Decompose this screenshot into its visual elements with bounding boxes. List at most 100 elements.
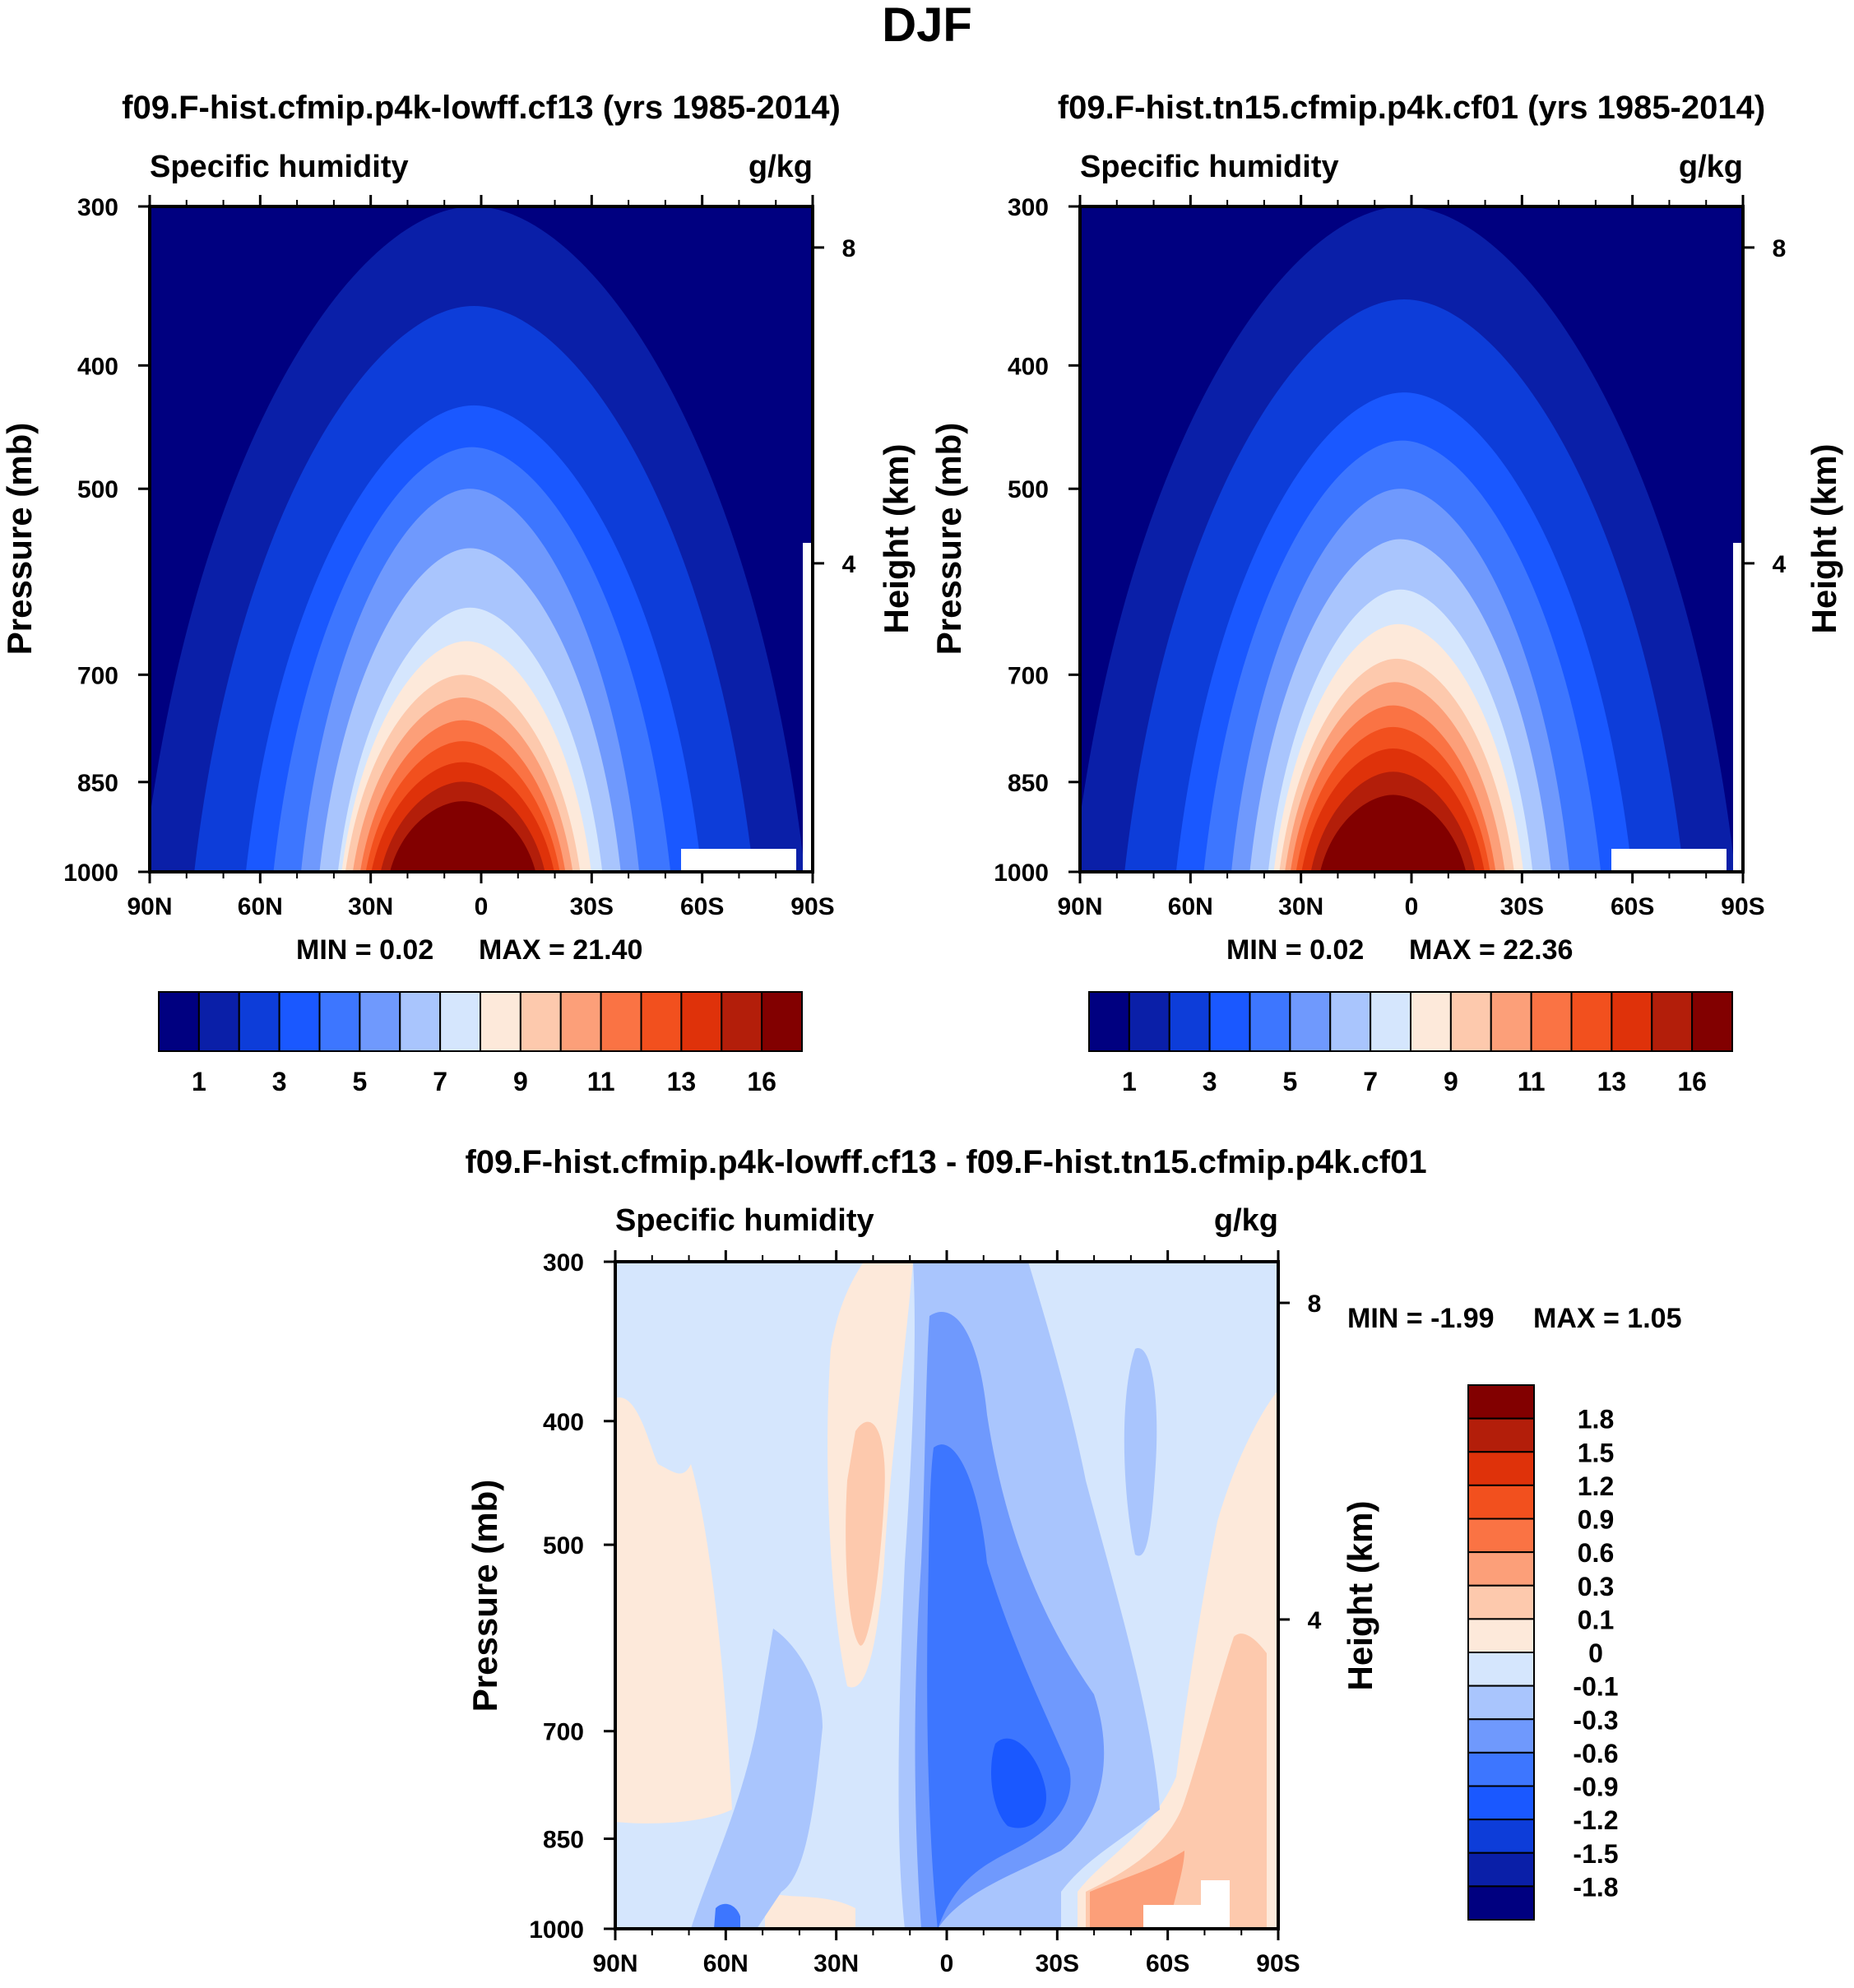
panel-diff-colorbar: 1.8 1.5 1.2 0.90.6 0.3 0.1 0 -0.1-0.3 -0.6 -0.9 -1… xyxy=(1467,1384,1619,1921)
colorbar-swatch xyxy=(1467,1518,1535,1554)
colorbar-label: 1.8 xyxy=(1578,1405,1614,1434)
y-tick-label: 300 xyxy=(543,1249,584,1277)
missing-data-patch xyxy=(1611,849,1727,872)
colorbar-swatch xyxy=(278,991,321,1052)
missing-data-patch xyxy=(1733,543,1743,872)
panel-left: f09.F-hist.cfmip.p4k-lowff.cf13 (yrs 198… xyxy=(0,90,915,1096)
panel-right-title: f09.F-hist.tn15.cfmip.p4k.cf01 (yrs 1985… xyxy=(1058,90,1765,126)
colorbar-label: 0.1 xyxy=(1578,1605,1614,1634)
panel-diff-min-label: MIN = -1.99 xyxy=(1347,1303,1495,1334)
x-tick-label: 90N xyxy=(127,893,172,920)
panel-left-contours xyxy=(150,206,813,872)
contour-band xyxy=(1320,795,1467,872)
x-tick-label: 60N xyxy=(238,893,283,920)
colorbar-label: 7 xyxy=(433,1067,447,1096)
colorbar-label: 16 xyxy=(1677,1067,1707,1096)
panel-left-units: g/kg xyxy=(749,150,813,184)
panel-right-y-ticks: 300 400 500 700 850 1000 xyxy=(994,194,1080,887)
colorbar-swatch xyxy=(359,991,401,1052)
panel-diff-variable: Specific humidity xyxy=(615,1203,874,1238)
colorbar-swatch xyxy=(519,991,562,1052)
colorbar-swatch xyxy=(1467,1851,1535,1888)
x-tick-label: 0 xyxy=(1405,893,1419,920)
colorbar-label: -0.6 xyxy=(1573,1739,1618,1768)
colorbar-label: 1.2 xyxy=(1578,1471,1614,1501)
colorbar-label: 0 xyxy=(1588,1638,1603,1668)
colorbar-swatch xyxy=(238,991,280,1052)
panel-diff-ylabel-right: Height (km) xyxy=(1341,1501,1379,1691)
colorbar-swatch xyxy=(1168,991,1211,1052)
panel-right-units: g/kg xyxy=(1679,150,1743,184)
x-tick-label: 60N xyxy=(703,1950,749,1977)
x-tick-label: 90S xyxy=(1721,893,1764,920)
x-tick-label: 30N xyxy=(348,893,393,920)
x-tick-label: 30S xyxy=(1500,893,1544,920)
panel-diff-ylabel: Pressure (mb) xyxy=(466,1480,504,1712)
y-tick-label: 400 xyxy=(1008,353,1049,380)
panel-left-ylabel: Pressure (mb) xyxy=(0,423,39,655)
colorbar-label: -1.8 xyxy=(1573,1872,1618,1902)
colorbar-swatch xyxy=(1467,1584,1535,1620)
colorbar-swatch xyxy=(1530,991,1573,1052)
colorbar-label: 1 xyxy=(1122,1067,1137,1096)
colorbar-label: -0.1 xyxy=(1573,1672,1618,1702)
height-tick-label: 8 xyxy=(1308,1291,1322,1318)
y-tick-label: 700 xyxy=(543,1719,584,1746)
y-tick-label: 400 xyxy=(77,353,118,380)
main-title: DJF xyxy=(882,0,972,52)
colorbar-swatch xyxy=(399,991,442,1052)
panel-left-y-ticks: 300 400 500 700 850 1000 xyxy=(63,194,150,887)
colorbar-swatch xyxy=(1691,991,1733,1052)
colorbar-swatch xyxy=(600,991,642,1052)
colorbar-label: -0.9 xyxy=(1573,1773,1618,1802)
x-tick-label: 90N xyxy=(1057,893,1102,920)
colorbar-swatch xyxy=(1128,991,1170,1052)
x-tick-label: 30S xyxy=(1036,1950,1079,1977)
y-tick-label: 400 xyxy=(543,1409,584,1436)
y-tick-label: 300 xyxy=(1008,194,1049,221)
colorbar-label: 7 xyxy=(1363,1067,1378,1096)
contour-band xyxy=(390,801,536,872)
panel-right-max-label: MAX = 22.36 xyxy=(1409,934,1573,966)
panel-left-min-label: MIN = 0.02 xyxy=(296,934,433,966)
panel-right-min-label: MIN = 0.02 xyxy=(1226,934,1364,966)
missing-data-patch xyxy=(803,543,813,872)
colorbar-swatch xyxy=(1651,991,1694,1052)
panel-left-colorbar: 1 3 5 7 9 11 13 16 xyxy=(158,991,803,1096)
x-tick-label: 30N xyxy=(1278,893,1323,920)
y-tick-label: 500 xyxy=(77,476,118,503)
panel-right-height-ticks: 84 xyxy=(1743,235,1787,578)
colorbar-label: 13 xyxy=(1597,1067,1627,1096)
colorbar-label: 11 xyxy=(1518,1067,1546,1096)
colorbar-label: 9 xyxy=(513,1067,528,1096)
panel-left-title: f09.F-hist.cfmip.p4k-lowff.cf13 (yrs 198… xyxy=(122,90,841,126)
panel-diff-units: g/kg xyxy=(1214,1203,1278,1238)
height-tick-label: 8 xyxy=(1773,235,1787,262)
colorbar-swatch xyxy=(1490,991,1532,1052)
panel-diff: f09.F-hist.cfmip.p4k-lowff.cf13 - f09.F-… xyxy=(465,1144,1681,1977)
colorbar-swatch xyxy=(1467,1751,1535,1787)
colorbar-label: -1.2 xyxy=(1573,1805,1618,1835)
y-tick-label: 700 xyxy=(77,662,118,689)
y-tick-label: 1000 xyxy=(994,860,1049,887)
panel-diff-title: f09.F-hist.cfmip.p4k-lowff.cf13 - f09.F-… xyxy=(465,1144,1426,1180)
y-tick-label: 850 xyxy=(1008,770,1049,797)
colorbar-label: 0.3 xyxy=(1578,1572,1614,1601)
colorbar-swatch xyxy=(1329,991,1372,1052)
colorbar-swatch xyxy=(761,991,803,1052)
height-tick-label: 4 xyxy=(1308,1607,1322,1634)
panel-diff-x-ticks: 90N 60N 30N 0 30S 60S 90S xyxy=(592,1250,1300,1977)
colorbar-swatch xyxy=(1410,991,1452,1052)
colorbar-label: 11 xyxy=(587,1067,615,1096)
panel-left-max-label: MAX = 21.40 xyxy=(479,934,642,966)
height-tick-label: 8 xyxy=(842,235,856,262)
colorbar-swatch xyxy=(158,991,200,1052)
colorbar-swatch xyxy=(1467,1451,1535,1486)
x-tick-label: 90S xyxy=(1256,1950,1300,1977)
panel-diff-y-ticks: 300 400 500 700 850 1000 xyxy=(529,1249,615,1944)
colorbar-swatch xyxy=(1467,1484,1535,1520)
colorbar-swatch xyxy=(1570,991,1613,1052)
colorbar-swatch xyxy=(1370,991,1411,1052)
y-tick-label: 500 xyxy=(1008,476,1049,503)
